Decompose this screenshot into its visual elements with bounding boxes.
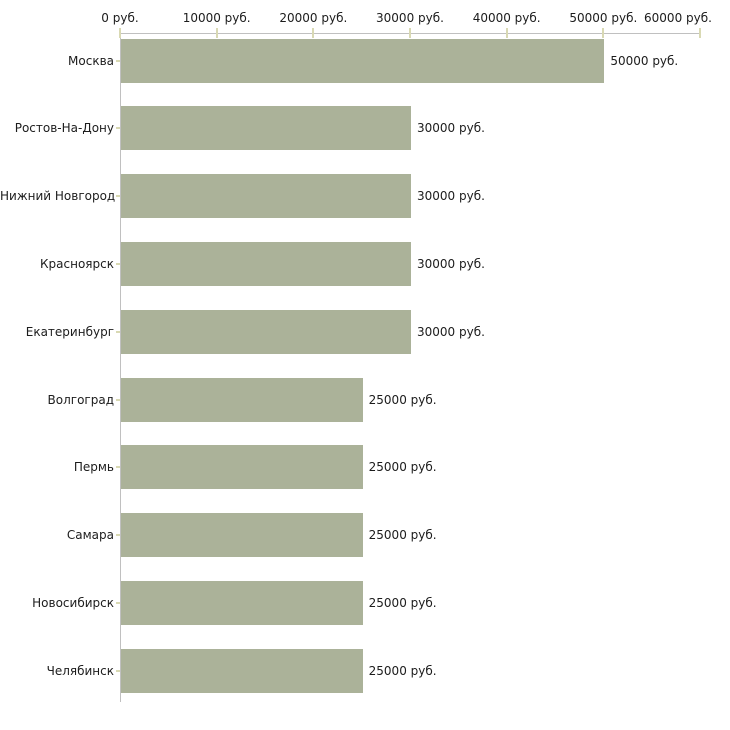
y-axis-tick bbox=[116, 466, 120, 469]
value-label: 30000 руб. bbox=[417, 324, 485, 339]
y-axis-tick bbox=[116, 601, 120, 604]
y-axis-tick bbox=[116, 398, 120, 401]
x-axis-tick bbox=[602, 28, 605, 38]
y-axis-tick bbox=[116, 669, 120, 672]
value-label: 30000 руб. bbox=[417, 121, 485, 136]
bar bbox=[121, 106, 411, 151]
x-axis-tick-label: 0 руб. bbox=[101, 11, 139, 25]
x-axis-tick-label: 20000 руб. bbox=[279, 11, 348, 25]
x-axis-tick bbox=[409, 28, 411, 38]
x-axis-tick bbox=[312, 28, 315, 38]
value-label: 25000 руб. bbox=[368, 528, 437, 543]
value-label: 25000 руб. bbox=[368, 392, 437, 407]
x-axis-tick-label: 40000 руб. bbox=[472, 11, 541, 25]
bar bbox=[121, 580, 363, 625]
y-axis-tick bbox=[116, 127, 120, 130]
x-axis-tick-label: 60000 руб. bbox=[644, 11, 712, 25]
category-label: Пермь bbox=[73, 460, 114, 475]
bar bbox=[121, 513, 363, 558]
value-label: 25000 руб. bbox=[368, 663, 437, 678]
x-axis-tick-label: 30000 руб. bbox=[376, 11, 444, 25]
x-axis-tick bbox=[215, 28, 218, 38]
y-axis-tick bbox=[116, 59, 120, 62]
y-axis-tick bbox=[116, 330, 120, 333]
category-label: Екатеринбург bbox=[25, 324, 114, 339]
category-label: Ростов-На-Дону bbox=[14, 121, 114, 136]
bar bbox=[121, 445, 363, 490]
y-axis-tick bbox=[116, 195, 120, 198]
value-label: 25000 руб. bbox=[368, 460, 437, 475]
y-axis-tick bbox=[116, 262, 120, 265]
category-label: Волгоград bbox=[47, 392, 114, 407]
bar bbox=[121, 174, 411, 219]
x-axis-tick-label: 10000 руб. bbox=[182, 11, 251, 25]
x-axis-tick bbox=[505, 28, 508, 38]
category-label: Москва bbox=[68, 53, 114, 68]
bar bbox=[121, 241, 411, 286]
value-label: 25000 руб. bbox=[368, 595, 437, 610]
category-label: Нижний Новгород bbox=[0, 189, 116, 204]
x-axis-tick bbox=[119, 28, 121, 38]
x-axis-tick bbox=[699, 28, 701, 38]
category-label: Новосибирск bbox=[32, 595, 114, 610]
value-label: 30000 руб. bbox=[417, 189, 485, 204]
category-label: Самара bbox=[66, 528, 114, 543]
bar bbox=[121, 309, 411, 354]
y-axis-line bbox=[120, 33, 121, 702]
category-label: Челябинск bbox=[46, 663, 114, 678]
x-axis-tick-label: 50000 руб. bbox=[569, 11, 638, 25]
value-label: 30000 руб. bbox=[417, 256, 485, 271]
category-label: Красноярск bbox=[40, 256, 114, 271]
bar bbox=[121, 38, 605, 83]
bar bbox=[121, 377, 363, 422]
value-label: 50000 руб. bbox=[610, 53, 679, 68]
bar bbox=[121, 648, 363, 693]
y-axis-tick bbox=[116, 534, 120, 537]
